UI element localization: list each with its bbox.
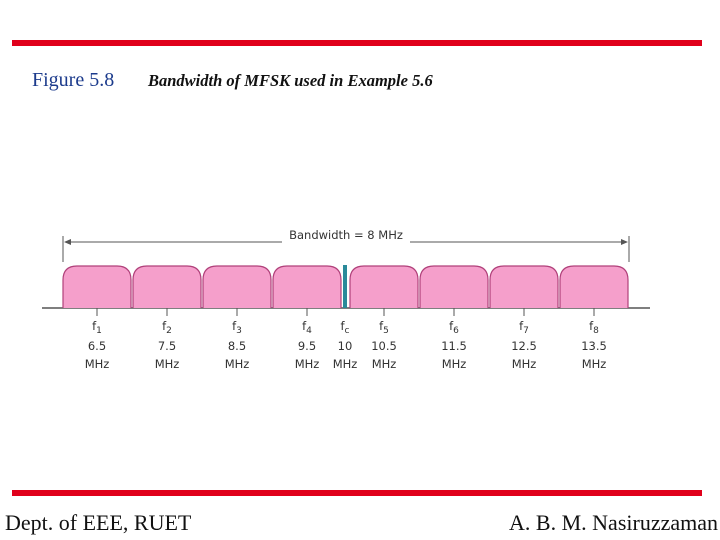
carrier-frequency: 12.5: [511, 339, 537, 353]
carrier-frequency: 11.5: [441, 339, 467, 353]
center-carrier: [343, 265, 347, 308]
carrier-symbol: f1: [92, 319, 102, 336]
band: [559, 265, 629, 308]
band: [419, 265, 489, 308]
bandwidth-label: Bandwidth = 8 MHz: [289, 228, 403, 242]
bottom-rule: [12, 490, 702, 496]
symbol: f: [302, 319, 307, 333]
footer-right: A. B. M. Nasiruzzaman: [509, 510, 718, 535]
carrier-unit: MHz: [372, 357, 397, 371]
bands: f16.5MHzf27.5MHzf38.5MHzf49.5MHzf510.5MH…: [62, 265, 629, 371]
carrier-unit: MHz: [442, 357, 467, 371]
carrier-frequency: 6.5: [88, 339, 106, 353]
carrier-unit: MHz: [85, 357, 110, 371]
carrier-symbol: f6: [449, 319, 459, 336]
subscript: c: [345, 326, 350, 336]
footer-left: Dept. of EEE, RUET: [5, 510, 192, 535]
band: [132, 265, 202, 308]
carrier-unit: MHz: [512, 357, 537, 371]
symbol: f: [232, 319, 237, 333]
figure-caption: Bandwidth of MFSK used in Example 5.6: [147, 71, 433, 90]
carrier-symbol: f3: [232, 319, 242, 336]
carrier-unit: MHz: [582, 357, 607, 371]
band: [489, 265, 559, 308]
band: [202, 265, 272, 308]
subscript: 8: [593, 326, 599, 336]
carrier-unit: MHz: [155, 357, 180, 371]
subscript: 3: [236, 326, 242, 336]
band: [349, 265, 419, 308]
symbol: f: [379, 319, 384, 333]
carrier-unit: MHz: [333, 357, 358, 371]
symbol: f: [340, 319, 345, 333]
carrier-frequency: 7.5: [158, 339, 176, 353]
symbol: f: [449, 319, 454, 333]
carrier-unit: MHz: [225, 357, 250, 371]
carrier-symbol: f4: [302, 319, 312, 336]
carrier-symbol: f5: [379, 319, 389, 336]
carrier-symbol: f8: [589, 319, 599, 336]
top-rule: [12, 40, 702, 46]
carrier-frequency: 10: [338, 339, 353, 353]
symbol: f: [519, 319, 524, 333]
band: [62, 265, 132, 308]
carrier-symbol: f2: [162, 319, 172, 336]
subscript: 7: [523, 326, 529, 336]
label-bg: [282, 227, 410, 243]
subscript: 4: [306, 326, 312, 336]
subscript: 1: [96, 326, 102, 336]
subscript: 5: [383, 326, 389, 336]
symbol: f: [92, 319, 97, 333]
figure-label: Figure 5.8: [32, 69, 114, 91]
carrier-frequency: 10.5: [371, 339, 397, 353]
symbol: f: [162, 319, 167, 333]
carrier-symbol: fc: [340, 319, 349, 336]
carrier-frequency: 13.5: [581, 339, 607, 353]
subscript: 2: [166, 326, 172, 336]
carrier-frequency: 8.5: [228, 339, 246, 353]
band: [272, 265, 342, 308]
symbol: f: [589, 319, 594, 333]
carrier-symbol: f7: [519, 319, 529, 336]
subscript: 6: [453, 326, 459, 336]
carrier-frequency: 9.5: [298, 339, 316, 353]
carrier-unit: MHz: [295, 357, 320, 371]
